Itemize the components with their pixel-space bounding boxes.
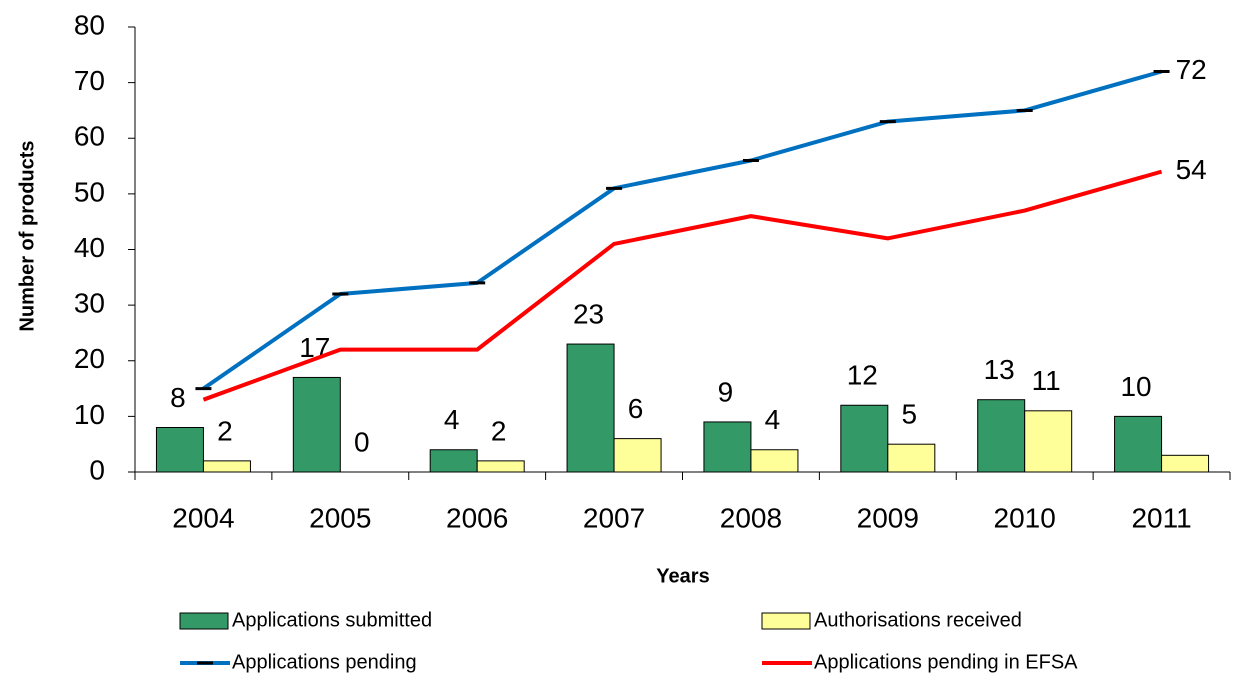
data-label: 4	[765, 404, 781, 435]
y-tick-label: 70	[74, 65, 105, 96]
legend-label: Applications pending	[232, 651, 417, 673]
legend-label: Authorisations received	[814, 609, 1022, 631]
y-tick-label: 30	[74, 288, 105, 319]
data-label: 8	[170, 382, 186, 413]
bar	[566, 343, 615, 473]
bar	[1161, 454, 1210, 473]
y-tick-label: 80	[74, 9, 105, 40]
bar	[1024, 410, 1073, 473]
data-label: 13	[984, 354, 1015, 385]
bar	[750, 449, 799, 473]
data-label: 12	[847, 360, 878, 391]
data-label: 2	[217, 415, 233, 446]
data-label: 0	[354, 426, 370, 457]
y-tick-label: 50	[74, 176, 105, 207]
data-label: 54	[1176, 154, 1207, 185]
data-label: 6	[628, 393, 644, 424]
data-label: 9	[718, 376, 734, 407]
y-tick-label: 60	[74, 121, 105, 152]
x-tick-label: 2011	[1131, 502, 1191, 533]
data-label: 4	[444, 404, 460, 435]
x-tick-label: 2007	[583, 502, 645, 533]
bar	[1114, 415, 1163, 473]
line	[202, 169, 1163, 402]
x-tick-label: 2010	[994, 502, 1056, 533]
y-axis-title: Number of products	[16, 140, 38, 331]
line	[202, 69, 1163, 391]
bar	[613, 438, 662, 473]
bar	[840, 404, 889, 473]
data-label: 2	[491, 415, 507, 446]
data-label: 72	[1176, 54, 1207, 85]
x-tick-label: 2004	[172, 502, 234, 533]
bar	[429, 449, 478, 473]
bar	[703, 421, 752, 473]
data-label: 23	[573, 298, 604, 329]
x-tick-label: 2005	[309, 502, 371, 533]
data-label: 11	[1032, 365, 1061, 396]
x-tick-label: 2009	[857, 502, 919, 533]
y-tick-label: 10	[74, 399, 105, 430]
legend-label: Applications submitted	[232, 609, 432, 631]
x-tick-label: 2006	[446, 502, 508, 533]
bar	[887, 443, 936, 473]
data-label: 10	[1120, 371, 1151, 402]
y-tick-label: 40	[74, 232, 105, 263]
bar	[476, 460, 525, 473]
bar	[155, 427, 204, 473]
bar	[292, 376, 341, 473]
legend-swatch	[761, 612, 811, 630]
y-tick-label: 20	[74, 343, 105, 374]
legend-label: Applications pending in EFSA	[814, 651, 1078, 673]
bar	[977, 399, 1026, 473]
bar	[202, 460, 251, 473]
y-tick-label: 0	[89, 454, 105, 485]
x-tick-label: 2008	[720, 502, 782, 533]
data-label: 5	[902, 399, 918, 430]
legend-swatch	[179, 612, 229, 630]
x-axis-title: Years	[656, 565, 709, 587]
